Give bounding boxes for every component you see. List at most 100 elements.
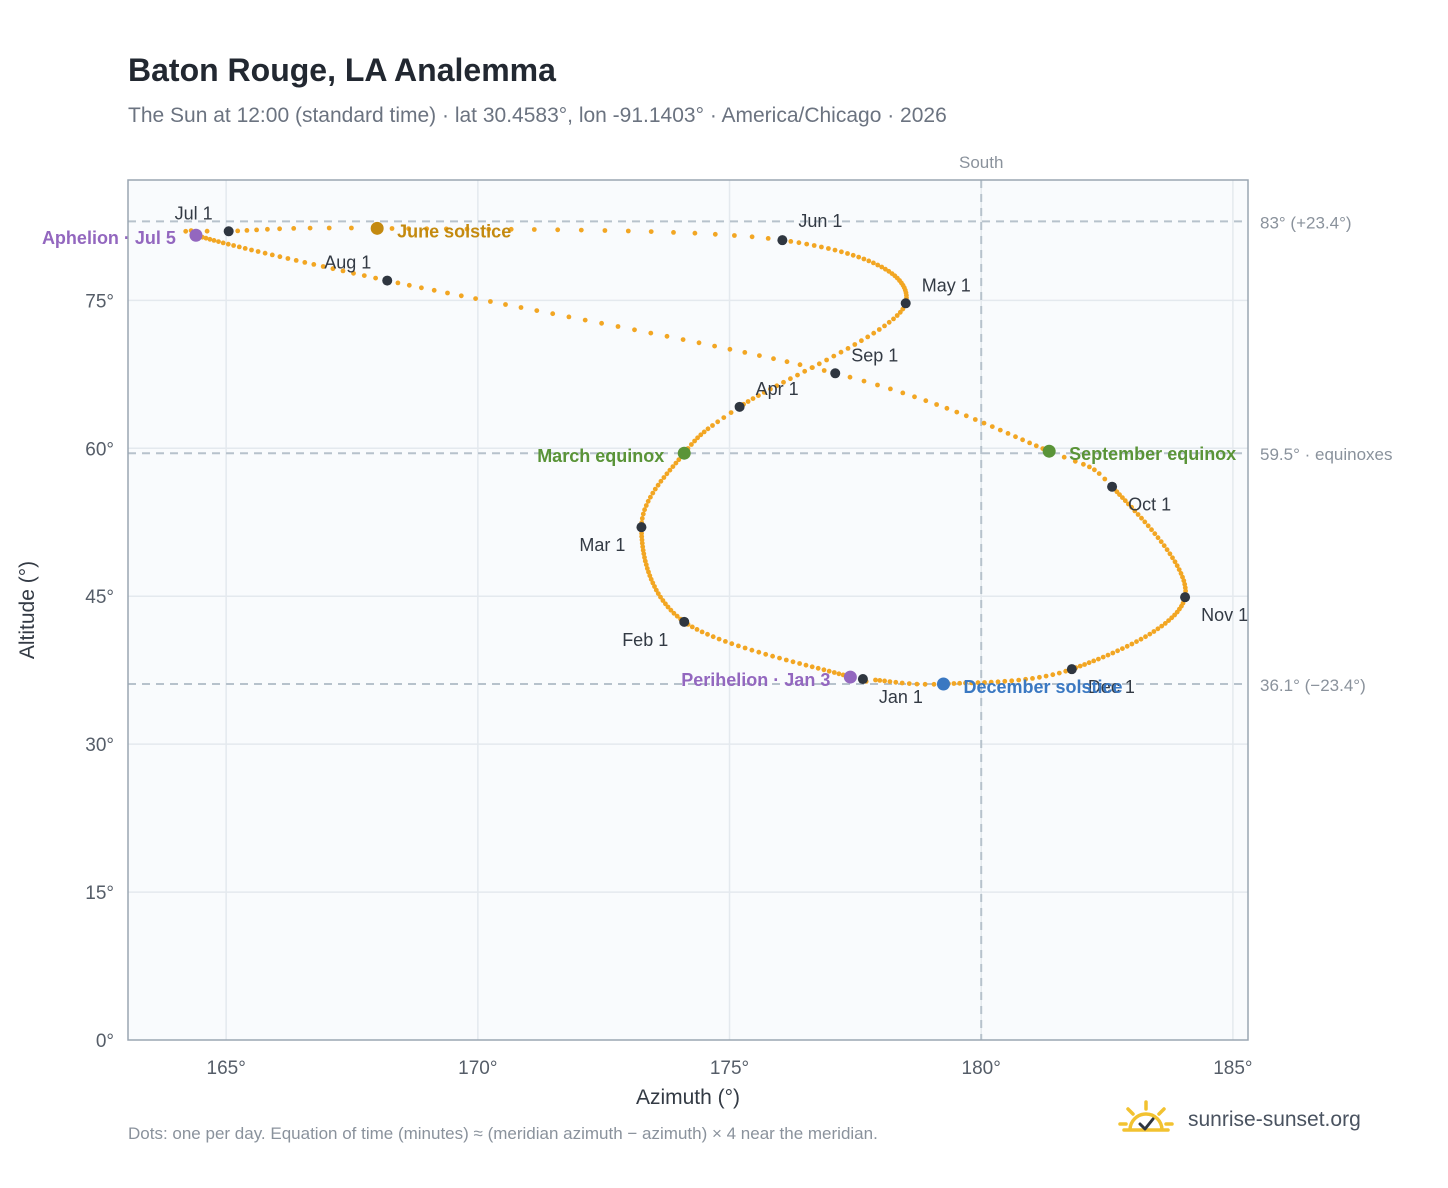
daily-sun-dot <box>1138 636 1144 642</box>
daily-sun-dot <box>797 661 802 666</box>
daily-sun-dot <box>488 299 493 304</box>
daily-sun-dot <box>721 415 727 420</box>
month-marker-dot <box>1180 592 1191 603</box>
daily-sun-dot <box>663 601 668 607</box>
daily-sun-dot <box>877 678 883 683</box>
daily-sun-dot <box>1120 646 1125 651</box>
month-marker-dot <box>1066 664 1077 675</box>
daily-sun-dot <box>698 432 704 438</box>
daily-sun-dot <box>534 308 540 313</box>
daily-sun-dot <box>816 361 822 367</box>
daily-sun-dot <box>1181 578 1187 584</box>
daily-sun-dot <box>710 423 715 428</box>
daily-sun-dot <box>1105 652 1111 658</box>
daily-sun-dot <box>406 226 411 232</box>
daily-sun-dot <box>670 464 676 469</box>
sun-logo-icon <box>1118 1100 1174 1132</box>
daily-sun-dot <box>285 256 291 261</box>
daily-sun-dot <box>660 598 666 603</box>
daily-sun-dot <box>655 482 661 488</box>
event-marker-dot <box>1042 444 1056 458</box>
month-marker-dot <box>777 235 788 246</box>
daily-sun-dot <box>900 390 906 396</box>
daily-sun-dot <box>689 624 695 630</box>
daily-sun-dot <box>788 376 793 382</box>
daily-sun-dot <box>1081 461 1086 467</box>
daily-sun-dot <box>1149 527 1154 533</box>
daily-sun-dot <box>845 346 851 351</box>
event-marker-label: June solstice <box>397 221 511 241</box>
daily-sun-dot <box>802 368 808 374</box>
daily-sun-dot <box>443 226 449 232</box>
daily-sun-dot <box>1162 621 1168 626</box>
reference-lines: South 83° (+23.4°) 59.5° · equinoxes 36.1° … <box>128 153 1393 1040</box>
x-tick-label: 185° <box>1213 1058 1252 1079</box>
daily-sun-dot <box>302 260 308 265</box>
daily-sun-dot <box>680 337 686 342</box>
daily-sun-dot <box>712 231 718 237</box>
daily-sun-dot <box>1124 643 1130 649</box>
daily-sun-dot <box>667 467 673 473</box>
daily-sun-dot <box>582 317 588 323</box>
daily-sun-dot <box>262 250 268 256</box>
daily-sun-dot <box>847 374 853 380</box>
daily-sun-dot <box>1176 567 1182 572</box>
daily-sun-dot <box>1082 662 1087 667</box>
daily-sun-dot <box>1158 539 1164 545</box>
daily-sun-dot <box>277 254 283 260</box>
daily-sun-dot <box>894 313 900 318</box>
daily-sun-dot <box>906 681 912 686</box>
daily-sun-dot <box>912 394 917 400</box>
daily-sun-dot <box>914 681 920 687</box>
daily-sun-dot <box>1050 672 1056 678</box>
month-marker-label: Mar 1 <box>579 535 625 555</box>
daily-sun-dot <box>831 353 837 359</box>
x-axis-label: Azimuth (°) <box>636 1086 740 1109</box>
daily-sun-dot <box>473 296 478 301</box>
daily-sun-dot <box>389 226 395 231</box>
daily-sun-dot <box>1170 555 1175 561</box>
daily-sun-dot <box>723 639 728 644</box>
daily-sun-dot <box>555 227 561 233</box>
daily-sun-dot <box>796 240 802 246</box>
daily-sun-dot <box>1139 515 1144 521</box>
daily-sun-dot <box>235 228 241 234</box>
daily-sun-dot <box>742 350 748 355</box>
daily-sun-dot <box>865 334 871 340</box>
daily-sun-dot <box>1166 618 1171 623</box>
daily-sun-dot <box>850 252 856 258</box>
daily-sun-dot <box>269 252 275 258</box>
plot-frame <box>127 179 1249 1041</box>
daily-sun-dot <box>1167 551 1173 557</box>
daily-sun-dot <box>632 327 637 333</box>
daily-sun-dot <box>871 330 877 336</box>
daily-sun-dot <box>774 383 780 389</box>
daily-sun-dot <box>876 327 882 332</box>
daily-sun-dot <box>458 293 464 299</box>
altitude-reference-label: 83° (+23.4°) <box>1260 213 1352 232</box>
daily-sun-dot <box>1102 476 1108 482</box>
daily-sun-dot <box>694 627 700 632</box>
daily-sun-dot <box>1002 678 1008 684</box>
daily-sun-dot <box>424 226 430 232</box>
daily-sun-dot <box>972 417 978 422</box>
axis-ticks: 165° 170° 175° 180° 185° 0° 15° 30° 45° 60° 75° <box>85 291 1252 1079</box>
daily-sun-dot <box>648 576 654 582</box>
daily-sun-dot <box>988 679 994 685</box>
daily-sun-dot <box>882 323 887 329</box>
daily-sun-dot <box>1043 673 1049 679</box>
daily-sun-dot <box>982 680 987 685</box>
daily-sun-dot <box>648 494 653 500</box>
daily-sun-dot <box>311 262 317 267</box>
daily-sun-dot <box>1033 443 1039 449</box>
month-marker-dot <box>734 401 745 412</box>
daily-sun-dot <box>615 324 621 329</box>
event-marker-dot <box>936 677 950 691</box>
daily-sun-dot <box>244 228 250 233</box>
daily-sun-dot <box>861 378 867 384</box>
daily-sun-dot <box>761 390 767 395</box>
daily-sun-dot <box>340 268 346 274</box>
daily-sun-dot <box>729 641 735 647</box>
brand[interactable]: sunrise-sunset.org <box>1118 1100 1361 1140</box>
daily-sun-dot <box>1056 670 1062 676</box>
